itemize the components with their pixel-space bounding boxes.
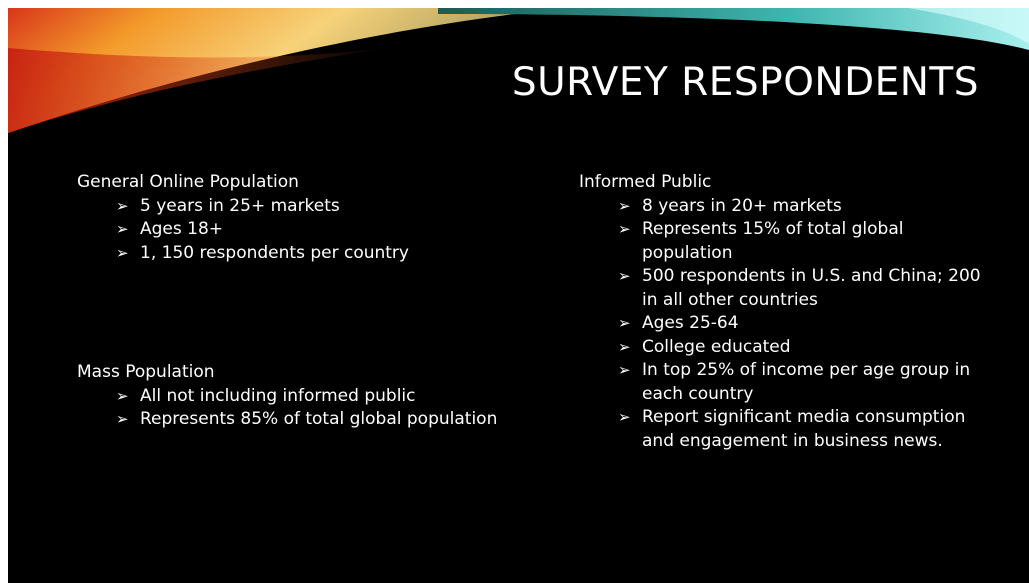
slide-title: SURVEY RESPONDENTS: [512, 60, 979, 105]
bullet: All not including informed public: [140, 385, 557, 409]
bullet-list: All not including informed publicReprese…: [77, 385, 557, 432]
section-heading: Mass Population: [77, 361, 557, 385]
bullet: 1, 150 respondents per country: [140, 242, 557, 266]
spacer: [77, 265, 557, 361]
bullet-list: 8 years in 20+ marketsRepresents 15% of …: [579, 195, 1019, 454]
bullet: 500 respondents in U.S. and China; 200 i…: [642, 265, 987, 312]
bullet: Report significant media consumption and…: [642, 406, 987, 453]
bullet: 5 years in 25+ markets: [140, 195, 557, 219]
bullet-list: 5 years in 25+ marketsAges 18+1, 150 res…: [77, 195, 557, 266]
right-column: Informed Public8 years in 20+ marketsRep…: [579, 171, 1019, 453]
bullet: Represents 15% of total global populatio…: [642, 218, 987, 265]
section-heading: General Online Population: [77, 171, 557, 195]
bullet: Represents 85% of total global populatio…: [140, 408, 557, 432]
bullet: In top 25% of income per age group in ea…: [642, 359, 987, 406]
bullet: College educated: [642, 336, 987, 360]
bullet: Ages 18+: [140, 218, 557, 242]
bullet: 8 years in 20+ markets: [642, 195, 987, 219]
left-column: General Online Population5 years in 25+ …: [77, 171, 557, 432]
section-heading: Informed Public: [579, 171, 1019, 195]
slide: SURVEY RESPONDENTS General Online Popula…: [8, 8, 1029, 583]
bullet: Ages 25-64: [642, 312, 987, 336]
page: SURVEY RESPONDENTS General Online Popula…: [0, 0, 1029, 583]
